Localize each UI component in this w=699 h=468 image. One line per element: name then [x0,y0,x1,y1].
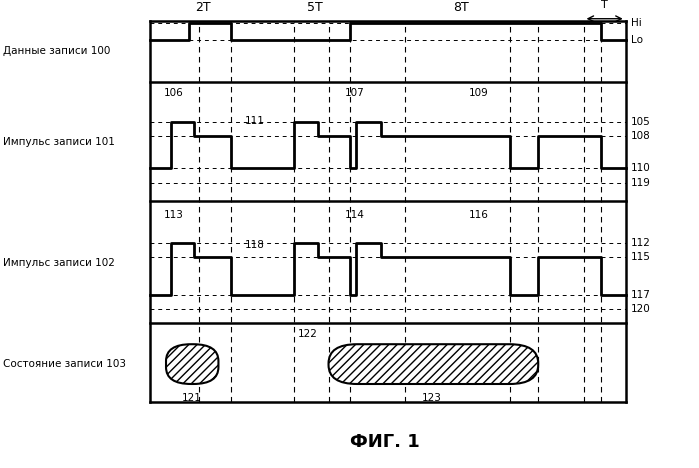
Text: 108: 108 [631,131,651,141]
Text: 110: 110 [631,163,651,174]
Text: 8T: 8T [454,1,469,14]
Text: Состояние записи 103: Состояние записи 103 [3,359,127,369]
Text: 114: 114 [345,210,365,220]
Text: Hi: Hi [631,18,642,29]
Text: 111: 111 [245,117,265,126]
Text: 116: 116 [469,210,489,220]
Text: T: T [601,0,608,10]
Text: 118: 118 [245,241,265,250]
Text: 112: 112 [631,238,651,249]
Text: 122: 122 [298,329,317,339]
Text: 113: 113 [164,210,183,220]
Text: Импульс записи 101: Импульс записи 101 [3,137,115,147]
Text: 120: 120 [631,304,651,314]
Text: 121: 121 [182,394,202,403]
Text: 123: 123 [422,394,442,403]
Text: ФИГ. 1: ФИГ. 1 [350,433,419,451]
Text: 115: 115 [631,252,651,263]
Text: 107: 107 [345,88,365,98]
Text: 119: 119 [631,177,651,188]
FancyBboxPatch shape [329,344,538,384]
Text: 117: 117 [631,290,651,300]
Text: Данные записи 100: Данные записи 100 [3,46,111,57]
Text: 105: 105 [631,117,651,127]
Text: Импульс записи 102: Импульс записи 102 [3,258,115,269]
Text: 5T: 5T [307,1,322,14]
FancyBboxPatch shape [166,344,218,384]
Text: Lo: Lo [631,35,643,45]
Text: 109: 109 [469,88,489,98]
Text: 2T: 2T [195,1,210,14]
Text: 106: 106 [164,88,183,98]
